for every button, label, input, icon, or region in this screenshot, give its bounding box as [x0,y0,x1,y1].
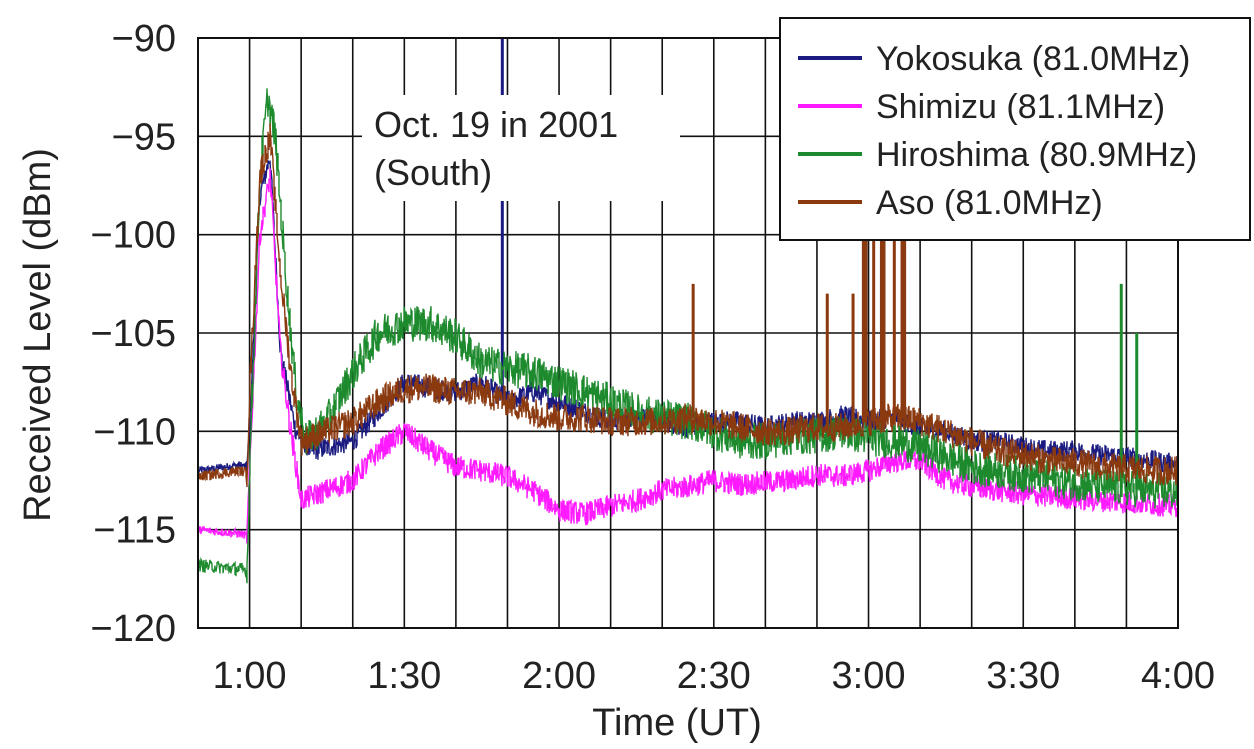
x-axis-ticks: 1:00 1:30 2:00 2:30 3:00 3:30 4:00 [213,655,1215,697]
legend-label: Hiroshima (80.9MHz) [876,136,1197,174]
y-tick-label: −95 [112,116,176,158]
y-tick-label: −110 [93,411,176,453]
y-tick-label: −105 [90,313,176,355]
annotation: Oct. 19 in 2001 (South) [362,95,680,201]
x-tick-label: 3:00 [832,655,906,697]
legend-label: Aso (81.0MHz) [876,184,1103,222]
legend: Yokosuka (81.0MHz) Shimizu (81.1MHz) Hiros… [779,17,1251,241]
x-tick-label: 2:30 [677,655,751,697]
series-line [198,123,1178,488]
plot-frame [197,37,1179,629]
x-tick-label: 1:30 [367,655,441,697]
y-tick-label: −120 [90,608,176,650]
series-line [198,168,1178,544]
y-axis-label: Received Level (dBm) [17,148,59,522]
legend-label: Yokosuka (81.0MHz) [876,40,1190,78]
y-tick-label: −100 [90,215,176,257]
legend-label: Shimizu (81.1MHz) [876,88,1165,126]
annotation-box [362,95,680,201]
x-axis-label: Time (UT) [592,702,762,744]
y-tick-label: −115 [93,510,176,552]
x-tick-label: 4:00 [1141,655,1215,697]
y-tick-label: −90 [112,18,176,60]
x-tick-label: 3:30 [986,655,1060,697]
x-tick-label: 1:00 [213,655,287,697]
y-axis-ticks: −90 −95 −100 −105 −110 −115 −120 [90,18,176,650]
annotation-line-2: (South) [374,152,492,193]
x-tick-label: 2:00 [522,655,596,697]
annotation-line-1: Oct. 19 in 2001 [374,104,618,145]
